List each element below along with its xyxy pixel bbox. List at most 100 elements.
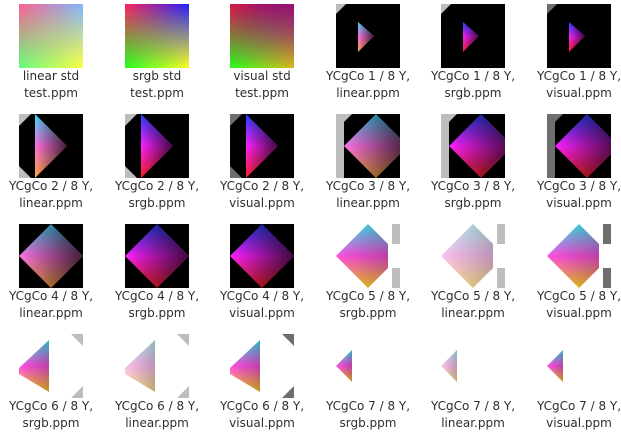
file-name: YCgCo 5 / 8 Y, linear.ppm xyxy=(417,288,529,322)
file-item[interactable]: YCgCo 3 / 8 Y, srgb.ppm xyxy=(421,110,525,219)
file-name-line-2: linear.ppm xyxy=(19,306,83,320)
file-item[interactable]: YCgCo 1 / 8 Y, srgb.ppm xyxy=(421,0,525,109)
file-item[interactable]: YCgCo 3 / 8 Y, visual.ppm xyxy=(527,110,621,219)
file-thumbnail xyxy=(336,114,400,178)
file-item[interactable]: YCgCo 7 / 8 Y, linear.ppm xyxy=(421,330,525,439)
file-item[interactable]: linear std test.ppm xyxy=(0,0,103,109)
file-thumbnail xyxy=(125,334,189,398)
image-preview xyxy=(230,224,294,288)
file-name-line-2: visual.ppm xyxy=(546,86,612,100)
file-name-line-2: visual.ppm xyxy=(546,416,612,430)
image-preview xyxy=(230,4,294,68)
file-name-line-2: srgb.ppm xyxy=(339,416,397,430)
file-name: visual std test.ppm xyxy=(206,68,318,102)
file-item[interactable]: YCgCo 2 / 8 Y, visual.ppm xyxy=(210,110,314,219)
image-preview xyxy=(19,4,83,68)
image-preview xyxy=(336,334,400,398)
file-thumbnail xyxy=(19,224,83,288)
file-name-line-1: YCgCo 5 / 8 Y, xyxy=(536,289,621,303)
file-item[interactable]: YCgCo 3 / 8 Y, linear.ppm xyxy=(316,110,420,219)
file-name-line-2: srgb.ppm xyxy=(444,86,502,100)
file-item[interactable]: YCgCo 1 / 8 Y, linear.ppm xyxy=(316,0,420,109)
file-name-line-1: YCgCo 6 / 8 Y, xyxy=(219,399,305,413)
file-name: srgb std test.ppm xyxy=(101,68,213,102)
file-name-line-2: linear.ppm xyxy=(441,306,505,320)
file-name: YCgCo 1 / 8 Y, srgb.ppm xyxy=(417,68,529,102)
image-preview xyxy=(19,334,83,398)
thumb-bottom-layer xyxy=(125,4,189,68)
file-thumbnail xyxy=(547,4,611,68)
file-item[interactable]: srgb std test.ppm xyxy=(105,0,209,109)
file-thumbnail xyxy=(336,334,400,398)
file-name: YCgCo 3 / 8 Y, visual.ppm xyxy=(523,178,621,212)
file-name-line-1: linear std xyxy=(22,69,80,83)
file-name: YCgCo 2 / 8 Y, visual.ppm xyxy=(206,178,318,212)
file-thumbnail xyxy=(230,334,294,398)
file-name-line-1: YCgCo 1 / 8 Y, xyxy=(325,69,411,83)
file-item[interactable]: YCgCo 1 / 8 Y, visual.ppm xyxy=(527,0,621,109)
file-name-line-1: YCgCo 1 / 8 Y, xyxy=(430,69,516,83)
file-name: YCgCo 5 / 8 Y, visual.ppm xyxy=(523,288,621,322)
file-name-line-2: visual.ppm xyxy=(229,306,295,320)
file-name-line-2: srgb.ppm xyxy=(22,416,80,430)
thumb-bottom-layer xyxy=(19,4,83,68)
image-preview xyxy=(336,114,400,178)
file-name-line-1: YCgCo 5 / 8 Y, xyxy=(430,289,516,303)
file-name-line-1: YCgCo 7 / 8 Y, xyxy=(325,399,411,413)
file-item[interactable]: visual std test.ppm xyxy=(210,0,314,109)
file-item[interactable]: YCgCo 4 / 8 Y, srgb.ppm xyxy=(105,220,209,329)
file-item[interactable]: YCgCo 6 / 8 Y, linear.ppm xyxy=(105,330,209,439)
file-name-line-2: visual.ppm xyxy=(546,196,612,210)
file-name-line-1: YCgCo 3 / 8 Y, xyxy=(325,179,411,193)
file-item[interactable]: YCgCo 5 / 8 Y, visual.ppm xyxy=(527,220,621,329)
file-name-line-2: srgb.ppm xyxy=(128,196,186,210)
file-item[interactable]: YCgCo 7 / 8 Y, visual.ppm xyxy=(527,330,621,439)
image-preview xyxy=(547,114,611,178)
file-thumbnail xyxy=(19,334,83,398)
image-preview xyxy=(441,334,505,398)
corner-wedge xyxy=(125,114,137,126)
image-preview xyxy=(125,4,189,68)
file-item[interactable]: YCgCo 6 / 8 Y, srgb.ppm xyxy=(0,330,103,439)
file-thumbnail xyxy=(125,4,189,68)
file-name-line-1: YCgCo 4 / 8 Y, xyxy=(114,289,200,303)
image-preview xyxy=(125,224,189,288)
file-name-line-1: YCgCo 6 / 8 Y, xyxy=(114,399,200,413)
file-name-line-2: srgb.ppm xyxy=(444,196,502,210)
file-name: YCgCo 5 / 8 Y, srgb.ppm xyxy=(312,288,424,322)
file-name: linear std test.ppm xyxy=(0,68,107,102)
file-name-line-2: test.ppm xyxy=(235,86,289,100)
file-name: YCgCo 3 / 8 Y, srgb.ppm xyxy=(417,178,529,212)
file-name: YCgCo 7 / 8 Y, visual.ppm xyxy=(523,398,621,432)
file-item[interactable]: YCgCo 4 / 8 Y, visual.ppm xyxy=(210,220,314,329)
file-thumbnail xyxy=(441,114,505,178)
file-name-line-2: test.ppm xyxy=(130,86,184,100)
file-name-line-2: visual.ppm xyxy=(546,306,612,320)
file-thumbnail xyxy=(441,4,505,68)
file-item[interactable]: YCgCo 4 / 8 Y, linear.ppm xyxy=(0,220,103,329)
file-name-line-2: linear.ppm xyxy=(19,196,83,210)
file-name: YCgCo 1 / 8 Y, linear.ppm xyxy=(312,68,424,102)
file-thumbnail xyxy=(547,224,611,288)
image-preview xyxy=(125,334,189,398)
file-name-line-2: srgb.ppm xyxy=(128,306,186,320)
file-item[interactable]: YCgCo 2 / 8 Y, srgb.ppm xyxy=(105,110,209,219)
file-thumbnail xyxy=(19,114,83,178)
file-thumbnail xyxy=(230,224,294,288)
file-thumbnail xyxy=(336,4,400,68)
file-name-line-1: YCgCo 1 / 8 Y, xyxy=(536,69,621,83)
file-name-line-1: YCgCo 5 / 8 Y, xyxy=(325,289,411,303)
file-name-line-2: linear.ppm xyxy=(441,416,505,430)
file-name-line-1: YCgCo 3 / 8 Y, xyxy=(536,179,621,193)
file-item[interactable]: YCgCo 2 / 8 Y, linear.ppm xyxy=(0,110,103,219)
file-item[interactable]: YCgCo 5 / 8 Y, linear.ppm xyxy=(421,220,525,329)
file-name-line-1: YCgCo 2 / 8 Y, xyxy=(114,179,200,193)
file-name-line-1: YCgCo 4 / 8 Y, xyxy=(219,289,305,303)
image-preview xyxy=(336,224,400,288)
file-item[interactable]: YCgCo 5 / 8 Y, srgb.ppm xyxy=(316,220,420,329)
file-item[interactable]: YCgCo 6 / 8 Y, visual.ppm xyxy=(210,330,314,439)
file-thumbnail xyxy=(336,224,400,288)
file-item[interactable]: YCgCo 7 / 8 Y, srgb.ppm xyxy=(316,330,420,439)
file-name-line-1: YCgCo 7 / 8 Y, xyxy=(430,399,516,413)
